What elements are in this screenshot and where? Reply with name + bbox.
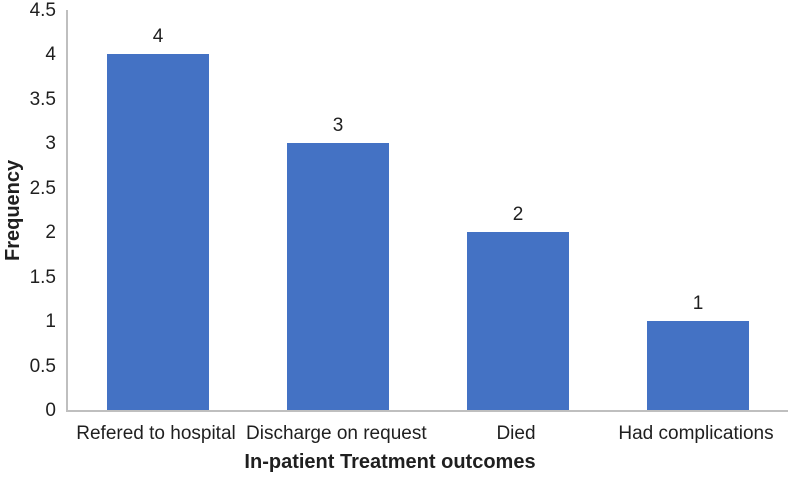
bar-value-label: 3 [332,115,344,136]
y-tick-label: 2.5 [29,178,56,199]
bar-3 [647,321,749,410]
bar-value-label: 2 [512,204,524,225]
x-tick-label: Had complications [618,423,774,444]
y-tick-label: 3.5 [29,89,56,110]
y-tick-label: 2 [45,222,56,243]
y-tick-label: 4 [45,44,56,65]
y-tick-label: 0 [45,400,56,421]
x-tick-label: Died [496,423,536,444]
y-tick-label: 3 [45,133,56,154]
plot-area: 4 3 2 1 [66,10,788,412]
x-tick-label: Refered to hospital [76,423,236,444]
bar-value-label: 1 [692,293,704,314]
x-axis-title: In-patient Treatment outcomes [244,451,536,473]
y-tick-label: 4.5 [29,0,56,21]
y-tick-label: 1 [45,311,56,332]
y-tick-label: 1.5 [29,267,56,288]
bar-1 [287,143,389,410]
x-tick-label: Discharge on request [246,423,427,444]
bar-2 [467,232,569,410]
bar-0 [107,54,209,410]
y-axis-title: Frequency [2,159,24,261]
bar-value-label: 4 [152,26,164,47]
y-tick-label: 0.5 [29,356,56,377]
